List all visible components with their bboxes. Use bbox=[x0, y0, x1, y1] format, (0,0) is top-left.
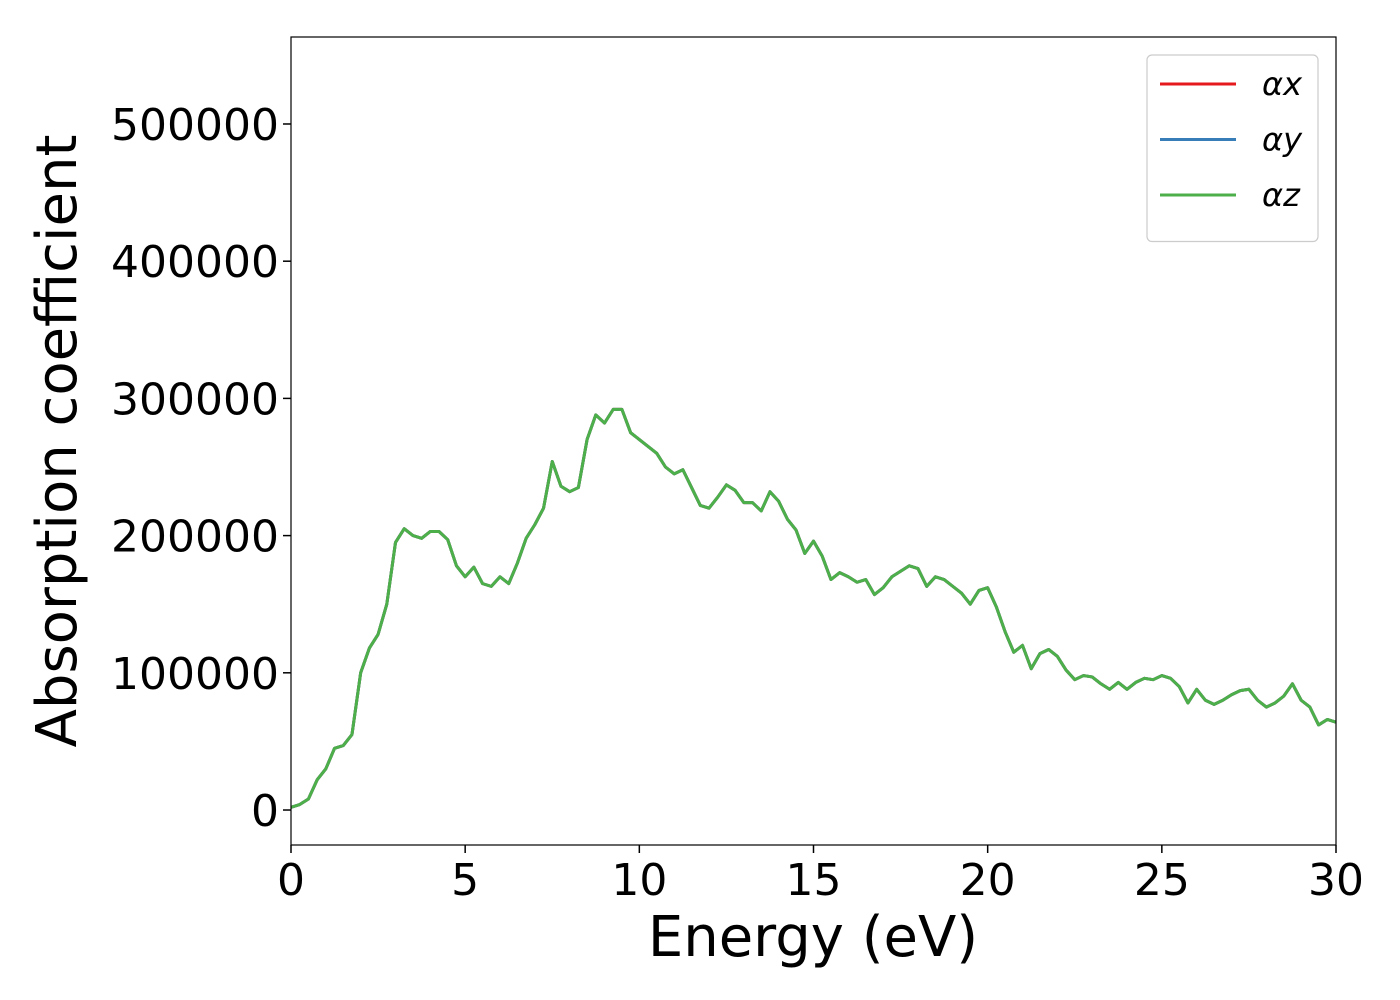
x-tick-label: 15 bbox=[786, 855, 842, 906]
x-tick-label: 0 bbox=[277, 855, 305, 906]
plot-lines bbox=[291, 407, 1336, 809]
x-tick-label: 5 bbox=[451, 855, 479, 906]
data-line bbox=[291, 407, 1336, 809]
x-tick-label: 30 bbox=[1308, 855, 1364, 906]
x-tick-label: 25 bbox=[1134, 855, 1190, 906]
x-tick-label: 10 bbox=[611, 855, 667, 906]
y-axis-label: Absorption coefficient bbox=[25, 135, 90, 748]
legend-label: αy bbox=[1262, 121, 1303, 159]
y-tick-label: 500000 bbox=[111, 100, 279, 151]
y-tick-label: 200000 bbox=[111, 512, 279, 563]
y-tick-label: 0 bbox=[251, 786, 279, 837]
y-tick-label: 300000 bbox=[111, 374, 279, 425]
x-tick-label: 20 bbox=[960, 855, 1016, 906]
y-tick-label: 100000 bbox=[111, 649, 279, 700]
plot-frame bbox=[290, 36, 1337, 846]
y-tick-label: 400000 bbox=[111, 237, 279, 288]
legend-label: αx bbox=[1262, 65, 1303, 103]
data-line bbox=[291, 407, 1336, 809]
x-axis-label: Energy (eV) bbox=[648, 905, 978, 970]
data-line bbox=[291, 407, 1336, 809]
legend-label: αz bbox=[1262, 176, 1301, 214]
